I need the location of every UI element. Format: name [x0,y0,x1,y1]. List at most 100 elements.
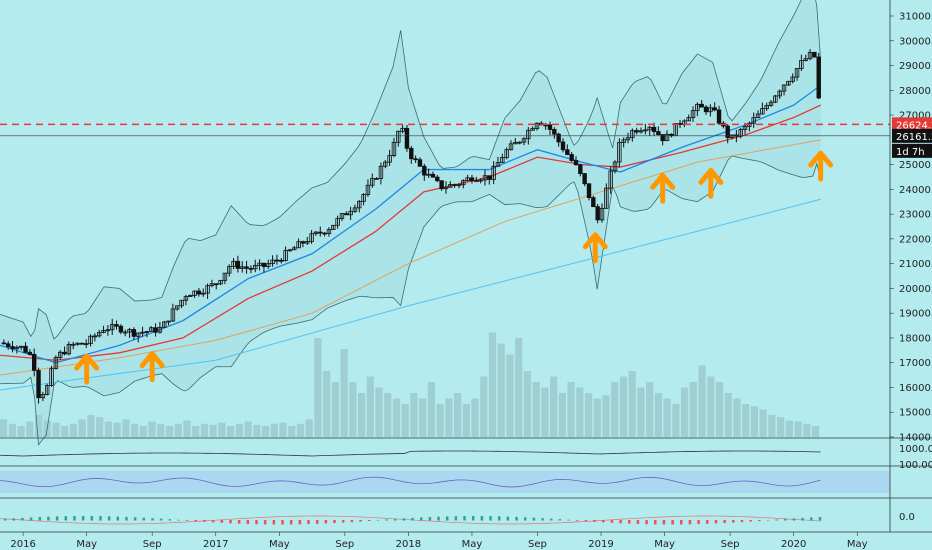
price-tick-label: 15000.0 [899,408,932,419]
time-tick-label: 2016 [10,539,35,550]
up-arrow-icon [650,172,676,204]
macd-histogram-bar [532,517,536,521]
candle-body [44,385,50,395]
macd-histogram-bar [263,520,267,525]
candle-body [569,154,574,161]
price-tick-label: 30000.0 [899,36,932,47]
candle-body [88,335,93,345]
candle-body [214,283,219,286]
candle-body [18,345,24,348]
oscillator-tick-label: 0.0 [899,512,915,523]
volume-bar [689,382,697,437]
volume-bar [34,415,43,437]
time-tick-label: 2020 [781,539,806,550]
candle-body [556,133,561,143]
volume-bar [698,365,706,437]
candle-body [227,266,232,274]
volume-bar [17,426,25,437]
last-price-badge-bg [892,128,932,143]
macd-histogram-bar [541,518,544,521]
volume-bar [584,393,593,437]
macd-histogram-bar [376,519,380,521]
candle-body [534,122,540,129]
candle-body [474,180,479,183]
candle-body [773,95,778,103]
volume-bar [768,415,776,437]
time-axis[interactable]: 2016 May Sep 2017 May Sep 2018 May Sep 2019 May Sep… [10,532,868,550]
volume-bars [0,332,820,437]
candle-body [708,107,713,113]
candle-body [292,247,297,251]
candle-body [651,126,657,132]
volume-bar [759,409,767,437]
volume-bar [52,422,60,437]
candle-body [131,329,137,337]
macd-histogram-bar [567,519,570,521]
macd-histogram-bar [194,520,198,522]
bollinger-bands [0,0,822,446]
macd-histogram-bar [593,520,596,522]
candle-body [244,266,249,269]
macd-histogram-bar [255,520,258,525]
candle-body [807,51,813,60]
macd-histogram-bar [168,519,172,521]
macd-histogram-bar [515,516,518,521]
volume-bar [96,417,104,437]
macd-histogram-bar [558,519,562,521]
candle-body [49,368,54,386]
macd-histogram-bar [714,520,718,524]
candle-body [40,394,46,399]
volume-bar [69,423,78,437]
volume-bar [392,398,401,437]
macd-histogram-bar [289,520,293,525]
candle-body [812,51,817,58]
candle-body [456,184,462,187]
macd-histogram-bar [775,519,778,521]
macd-histogram-bar [177,519,180,521]
indicator-panes [0,437,932,533]
candle-body [595,206,600,221]
volume-bar [244,421,252,437]
volume-bar [776,417,785,437]
candle-body [79,342,85,345]
price-tick-label: 14000.0 [899,433,932,444]
candle-body [435,176,440,182]
candle-body [14,346,20,350]
obv-line [0,450,821,457]
macd-histogram-bar [159,518,163,521]
candle-body [526,129,531,140]
candle-body [565,149,570,155]
candle-body [391,141,397,156]
volume-bar [331,382,339,437]
up-arrow-icon [582,232,608,264]
candle-body [643,129,648,132]
resistance-price-badge: 26624.2 [896,120,932,131]
volume-bar [104,421,112,437]
macd-histogram-bar [12,518,16,521]
volume-bar [139,426,147,437]
macd-histogram-bar [229,520,232,524]
macd-histogram-bar [628,520,631,524]
candle-body [500,157,505,163]
candle-body [318,231,323,234]
price-axis[interactable]: 31000.0 30000.0 29000.0 28000.0 27000.0 25000… [889,0,932,532]
volume-bar [471,398,479,437]
support-arrows [74,150,834,385]
candle-body [781,84,787,92]
candle-body [287,249,293,252]
volume-bar [680,387,689,437]
candle-body [521,138,527,143]
plot-area[interactable] [0,0,890,446]
macd-histogram-bar [350,520,354,523]
volume-bar [296,423,305,437]
macd-histogram-bar [341,520,345,523]
macd-histogram-bar [55,516,59,521]
candle-body [816,56,821,99]
candle-body [634,130,639,133]
macd-histogram-bar [428,517,432,521]
candle-body [430,173,436,178]
volume-bar [148,421,156,437]
macd-histogram-bar [636,520,640,524]
macd-histogram-bar [792,518,796,521]
candle-body [617,142,622,163]
